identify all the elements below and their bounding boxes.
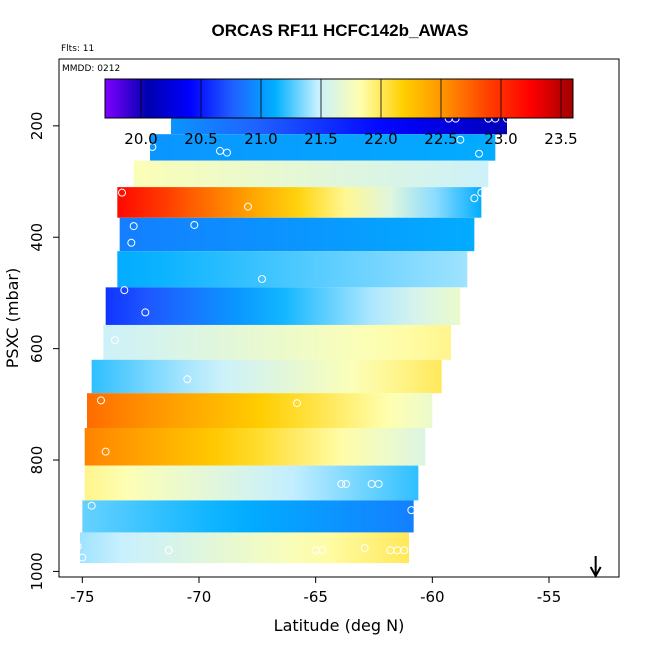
x-tick-label: -60 [420, 588, 445, 606]
sample-point [470, 194, 479, 203]
x-tick-label: -70 [187, 588, 212, 606]
sample-point [120, 286, 129, 295]
heatmap-row [87, 393, 433, 429]
x-axis: -75 -70 -65 -60 -55 [70, 577, 561, 606]
colorbar-tick-label: 22.5 [424, 130, 457, 148]
sample-point [129, 222, 138, 231]
sample-point [73, 542, 82, 551]
sample-point [118, 188, 126, 197]
colorbar-tick-label: 23.0 [484, 130, 517, 148]
x-tick-label: -55 [537, 588, 562, 606]
x-tick-label: -65 [303, 588, 328, 606]
sample-point [244, 202, 252, 211]
sample-point [223, 148, 231, 157]
colorbar-tick-label: 20.5 [184, 130, 217, 148]
chart-title: ORCAS RF11 HCFC142b_AWAS [212, 21, 469, 40]
sample-point [164, 546, 173, 555]
y-tick-label: 400 [28, 223, 46, 252]
sample-point [477, 188, 486, 197]
heatmap-row [117, 251, 468, 288]
x-tick-label: -75 [70, 588, 95, 606]
colorbar: 20.0 20.5 21.0 21.5 22.0 22.5 23.0 23.5 [104, 78, 578, 148]
y-tick-label: 1000 [28, 552, 46, 590]
colorbar-tick-label: 21.0 [244, 130, 277, 148]
sample-point [78, 553, 87, 562]
sample-point [293, 399, 301, 408]
date-annotation: MMDD: 0212 [62, 64, 120, 74]
sample-point [190, 220, 199, 229]
colorbar-tick-label: 20.0 [124, 130, 157, 148]
arrow-head [589, 566, 602, 579]
plot-frame [58, 58, 620, 578]
sample-point [318, 546, 327, 555]
down-arrow-icon [589, 556, 602, 579]
sample-point [101, 447, 110, 456]
sample-point [183, 375, 192, 384]
sample-point [87, 501, 96, 510]
heatmap-rows [80, 109, 507, 564]
heatmap-row [80, 532, 409, 564]
heatmap-row [103, 324, 451, 360]
heatmap-row [117, 187, 482, 218]
sample-point [407, 506, 416, 515]
sample-point [127, 238, 136, 247]
sample-point [141, 308, 150, 317]
colorbar-gradient [104, 78, 574, 119]
sample-point [111, 336, 119, 345]
y-axis-label: PSXC (mbar) [3, 268, 22, 368]
colorbar-ticks: 20.0 20.5 21.0 21.5 22.0 22.5 23.0 23.5 [124, 79, 578, 148]
y-tick-label: 600 [28, 334, 46, 363]
sample-point [258, 275, 266, 284]
sample-point [342, 479, 350, 488]
heatmap-row [133, 160, 489, 188]
sample-point [337, 479, 346, 488]
colorbar-tick-label: 22.0 [364, 130, 397, 148]
y-tick-label: 200 [28, 112, 46, 141]
heatmap-row [84, 428, 426, 466]
heatmap-row [82, 500, 414, 533]
y-tick-label: 800 [28, 446, 46, 475]
flights-annotation: Flts: 11 [61, 44, 94, 54]
sample-point [374, 479, 383, 488]
heatmap-row [91, 359, 442, 394]
sample-point [360, 544, 369, 553]
sample-point [148, 143, 157, 152]
heatmap-row [150, 134, 496, 161]
heatmap-row [105, 287, 461, 325]
sample-point [97, 396, 105, 405]
sample-point [456, 135, 465, 144]
sample-point [475, 149, 483, 158]
heatmap-row [119, 217, 475, 252]
y-axis: 200 400 600 800 1000 [28, 112, 59, 591]
colorbar-tick-label: 23.5 [544, 130, 577, 148]
sample-point [400, 546, 409, 555]
heatmap-row [84, 465, 419, 501]
colorbar-tick-label: 21.5 [304, 130, 337, 148]
x-axis-label: Latitude (deg N) [274, 616, 405, 635]
